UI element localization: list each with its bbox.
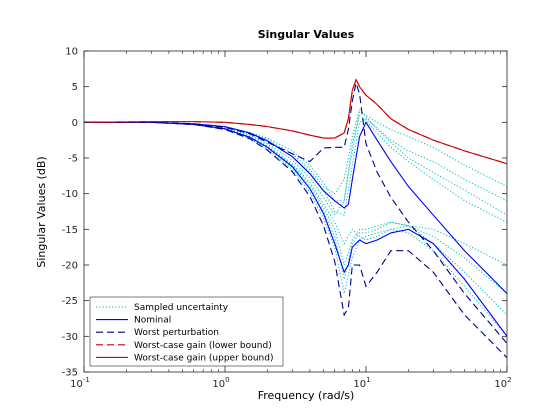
x-axis-label: Frequency (rad/s) — [258, 389, 355, 402]
y-tick-label-0: 10 — [65, 47, 78, 58]
y-axis-label: Singular Values (dB) — [35, 156, 48, 267]
series-1-curve-1 — [84, 121, 507, 337]
x-tick-label-3: 102 — [494, 376, 511, 390]
series-0-curve-3 — [84, 108, 507, 216]
legend-box — [89, 296, 284, 367]
y-tick-label-8: -30 — [62, 332, 78, 343]
series-2-curve-0 — [84, 80, 507, 344]
series-0-curve-7 — [84, 121, 507, 294]
series-0-curve-2 — [84, 114, 507, 223]
y-tick-label-3: -5 — [68, 154, 78, 165]
y-tick-label-7: -25 — [62, 296, 78, 307]
x-tick-label-0: 10-1 — [70, 376, 90, 390]
legend-entry-3: Worst-case gain (lower bound) — [134, 341, 272, 351]
series-layer — [84, 78, 507, 359]
y-tick-label-2: 0 — [72, 118, 78, 129]
y-tick-label-5: -15 — [62, 225, 78, 236]
series-1-curve-0 — [84, 121, 507, 294]
legend-entry-0: Sampled uncertainty — [134, 303, 229, 313]
series-4-curve-0 — [84, 78, 507, 165]
legend-entry-2: Worst perturbation — [134, 328, 219, 338]
chart-title: Singular Values — [258, 28, 355, 41]
x-tick-label-2: 101 — [353, 376, 370, 390]
series-2-curve-1 — [84, 121, 507, 359]
y-tick-label-4: -10 — [62, 189, 78, 200]
legend: Sampled uncertainty Nominal Worst perturba… — [89, 296, 284, 367]
series-0-curve-6 — [84, 121, 507, 337]
y-tick-label-6: -20 — [62, 261, 78, 272]
plot-frame — [83, 50, 508, 373]
legend-entry-4: Worst-case gain (upper bound) — [134, 353, 273, 363]
y-tick-label-1: 5 — [72, 82, 78, 93]
x-tick-label-1: 100 — [212, 376, 229, 390]
y-tick-label-9: -35 — [62, 368, 78, 379]
legend-entry-1: Nominal — [134, 316, 171, 326]
